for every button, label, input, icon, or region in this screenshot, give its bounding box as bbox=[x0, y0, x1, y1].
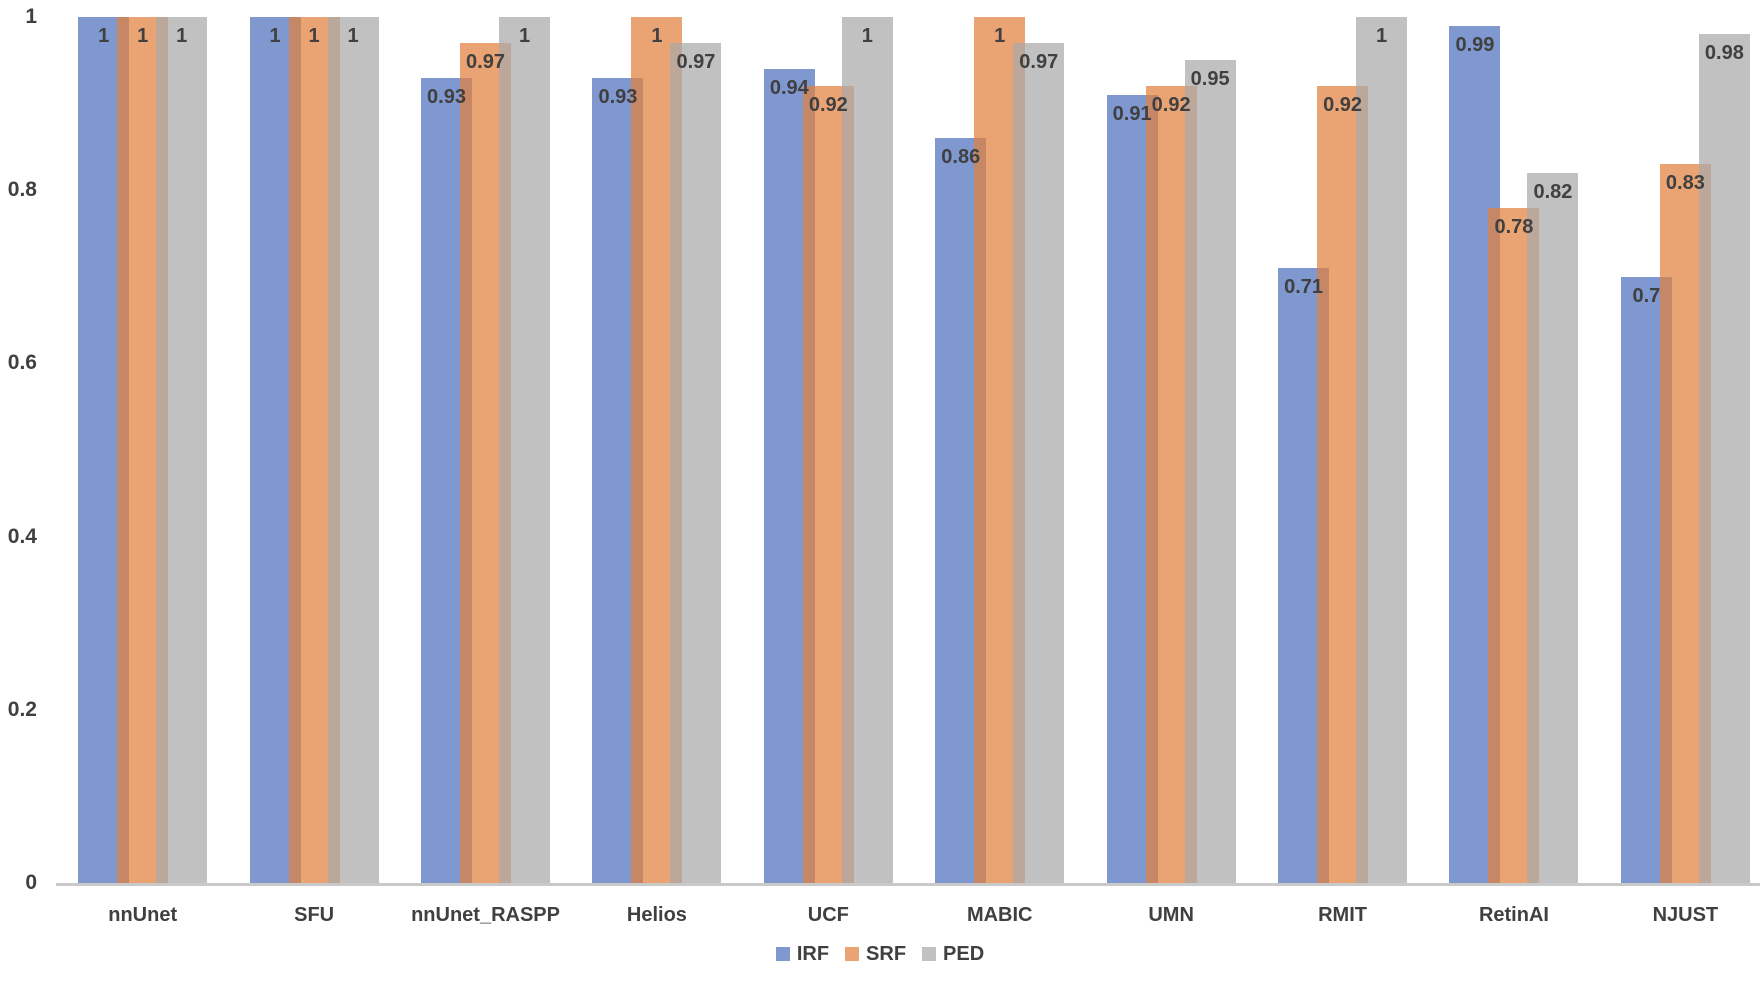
data-label-ped-Helios: 0.97 bbox=[676, 50, 716, 73]
legend-swatch-srf bbox=[845, 947, 860, 961]
data-label-ped-nnUnet_RASPP: 1 bbox=[518, 25, 531, 47]
bar-ped-RetinAI bbox=[1527, 172, 1579, 883]
data-label-ped-UMN: 0.95 bbox=[1190, 68, 1230, 91]
bar-ped-UMN bbox=[1184, 60, 1236, 883]
y-axis-tick-label: 0.2 bbox=[7, 697, 37, 721]
data-label-ped-nnUnet: 1 bbox=[176, 25, 188, 47]
legend-swatch-ped bbox=[922, 947, 937, 961]
bar-ped-NJUST bbox=[1698, 34, 1750, 883]
data-label-ped-RetinAI: 0.82 bbox=[1533, 180, 1573, 203]
data-label-srf-nnUnet_RASPP: 0.97 bbox=[466, 50, 505, 73]
plot-area: 1 1 1 1 1 1 0.93 0.97 1 0.93 1 0.97 0.94 0.92 1 0.86 1 0.… bbox=[57, 17, 1760, 883]
category-label-NJUST: NJUST bbox=[1652, 904, 1719, 926]
bar-group-UCF: 0.94 0.92 1 bbox=[743, 17, 914, 883]
data-label-irf-nnUnet: 1 bbox=[98, 25, 110, 47]
legend-item-irf: IRF bbox=[775, 942, 830, 966]
bar-ped-nnUnet bbox=[156, 17, 208, 883]
category-label-nnUnet: nnUnet bbox=[108, 904, 178, 926]
data-label-srf-nnUnet: 1 bbox=[137, 25, 149, 47]
y-axis-tick-label: 0 bbox=[25, 871, 37, 894]
data-label-srf-NJUST: 0.83 bbox=[1665, 172, 1705, 195]
y-axis-tick-label: 0.4 bbox=[7, 524, 37, 548]
legend-label-irf: IRF bbox=[796, 943, 830, 965]
bar-group-NJUST: 0.7 0.83 0.98 bbox=[1600, 17, 1760, 883]
legend-label-srf: SRF bbox=[866, 943, 907, 965]
bar-group-UMN: 0.91 0.92 0.95 bbox=[1085, 17, 1256, 883]
x-axis-category-labels: nnUnet SFU nnUnet_RASPP Helios UCF MABIC UMN RM… bbox=[57, 901, 1760, 929]
data-label-ped-NJUST: 0.98 bbox=[1704, 42, 1744, 65]
data-label-irf-RetinAI: 0.99 bbox=[1455, 33, 1495, 56]
y-axis-tick-label: 0.6 bbox=[7, 351, 37, 375]
data-label-srf-RetinAI: 0.78 bbox=[1494, 215, 1534, 238]
data-label-irf-UMN: 0.91 bbox=[1112, 102, 1152, 125]
category-label-MABIC: MABIC bbox=[966, 904, 1033, 926]
legend-item-srf: SRF bbox=[845, 942, 906, 966]
category-label-RMIT: RMIT bbox=[1318, 904, 1367, 926]
legend-label-ped: PED bbox=[943, 943, 985, 965]
data-label-ped-RMIT: 1 bbox=[1375, 25, 1388, 47]
bar-group-RMIT: 0.71 0.92 1 bbox=[1257, 17, 1428, 883]
data-label-irf-nnUnet_RASPP: 0.93 bbox=[427, 85, 466, 108]
data-label-irf-MABIC: 0.86 bbox=[941, 146, 981, 169]
category-label-UMN: UMN bbox=[1148, 904, 1194, 926]
category-label-nnUnet_RASPP: nnUnet_RASPP bbox=[411, 904, 560, 926]
category-label-Helios: Helios bbox=[626, 904, 687, 926]
bar-group-nnUnet: 1 1 1 bbox=[57, 17, 228, 883]
bar-ped-RMIT bbox=[1356, 17, 1408, 883]
data-label-ped-UCF: 1 bbox=[861, 25, 873, 47]
bar-group-SFU: 1 1 1 bbox=[228, 17, 399, 883]
bar-group-RetinAI: 0.99 0.78 0.82 bbox=[1428, 17, 1599, 883]
data-label-srf-SFU: 1 bbox=[308, 25, 320, 47]
bar-group-Helios: 0.93 1 0.97 bbox=[571, 17, 742, 883]
legend-swatch-irf bbox=[775, 947, 790, 961]
category-label-RetinAI: RetinAI bbox=[1478, 904, 1549, 926]
data-label-irf-RMIT: 0.71 bbox=[1284, 276, 1324, 299]
data-label-srf-RMIT: 0.92 bbox=[1323, 94, 1363, 117]
data-label-ped-SFU: 1 bbox=[347, 25, 359, 47]
category-label-SFU: SFU bbox=[294, 904, 335, 926]
data-label-ped-MABIC: 0.97 bbox=[1019, 50, 1059, 73]
data-label-srf-UMN: 0.92 bbox=[1151, 94, 1191, 117]
legend: IRF SRF PED bbox=[0, 942, 1760, 966]
data-label-irf-UCF: 0.94 bbox=[769, 76, 809, 99]
data-label-irf-NJUST: 0.7 bbox=[1632, 284, 1661, 307]
bar-group-MABIC: 0.86 1 0.97 bbox=[914, 17, 1085, 883]
data-label-srf-MABIC: 1 bbox=[994, 25, 1006, 47]
category-label-UCF: UCF bbox=[807, 904, 849, 926]
bar-groups: 1 1 1 1 1 1 0.93 0.97 1 0.93 1 0.97 0.94 0.92 1 0.86 1 0.… bbox=[57, 17, 1760, 883]
data-label-irf-SFU: 1 bbox=[269, 25, 281, 47]
data-label-irf-Helios: 0.93 bbox=[598, 85, 638, 108]
bar-ped-SFU bbox=[327, 17, 379, 883]
bar-ped-nnUnet_RASPP bbox=[499, 17, 551, 883]
y-axis: 1 0.8 0.6 0.4 0.2 0 bbox=[0, 0, 37, 982]
data-label-srf-UCF: 0.92 bbox=[808, 94, 848, 117]
y-axis-tick-label: 0.8 bbox=[7, 178, 37, 202]
data-label-srf-Helios: 1 bbox=[651, 25, 663, 47]
bar-ped-UCF bbox=[841, 17, 893, 883]
bar-ped-MABIC bbox=[1013, 42, 1065, 883]
legend-item-ped: PED bbox=[922, 942, 984, 966]
bar-ped-Helios bbox=[670, 42, 722, 883]
bar-group-nnUnet_RASPP: 0.93 0.97 1 bbox=[400, 17, 571, 883]
x-axis-line bbox=[56, 883, 1760, 886]
y-axis-tick-label: 1 bbox=[25, 5, 37, 28]
